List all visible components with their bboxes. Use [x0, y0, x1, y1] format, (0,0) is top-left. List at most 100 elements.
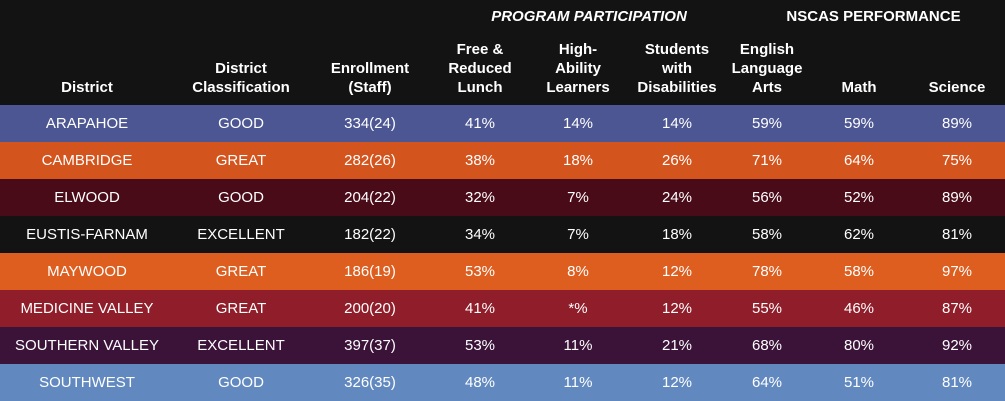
- cell-enrollment: 334(24): [344, 115, 396, 132]
- cell-disabilities: 12%: [661, 374, 693, 391]
- cell-district: ELWOOD: [54, 189, 120, 206]
- cell-enrollment: 182(22): [344, 226, 396, 243]
- cell-science: 87%: [941, 300, 973, 317]
- cell-classification: EXCELLENT: [197, 226, 285, 243]
- table-row: SOUTHERN VALLEY EXCELLENT 397(37) 53% 11% 21%…: [0, 327, 1005, 364]
- cell-free-reduced-lunch: 53%: [464, 263, 496, 280]
- cell-science: 81%: [941, 226, 973, 243]
- nscas-performance-group-header: NSCAS PERFORMANCE: [786, 8, 961, 25]
- cell-high-ability: 11%: [563, 337, 593, 354]
- cell-district: SOUTHERN VALLEY: [15, 337, 159, 354]
- cell-free-reduced-lunch: 41%: [464, 115, 496, 132]
- cell-ela: 78%: [751, 263, 783, 280]
- cell-classification: GOOD: [218, 374, 264, 391]
- column-header-label: District Classification: [192, 60, 290, 96]
- cell-district: MAYWOOD: [47, 263, 127, 280]
- column-header-disabilities: Students with Disabilities: [627, 34, 727, 102]
- cell-ela: 55%: [751, 300, 783, 317]
- cell-science: 92%: [941, 337, 973, 354]
- table-row: CAMBRIDGE GREAT 282(26) 38% 18% 26% 71% 64% 75%: [0, 142, 1005, 179]
- table-row: SOUTHWEST GOOD 326(35) 48% 11% 12% 64% 51% 81%: [0, 364, 1005, 401]
- cell-free-reduced-lunch: 34%: [464, 226, 496, 243]
- table-row: ELWOOD GOOD 204(22) 32% 7% 24% 56% 52% 89%: [0, 179, 1005, 216]
- cell-math: 62%: [843, 226, 875, 243]
- cell-disabilities: 26%: [661, 152, 693, 169]
- cell-science: 75%: [941, 152, 973, 169]
- cell-district: ARAPAHOE: [45, 115, 129, 132]
- table-row: MAYWOOD GREAT 186(19) 53% 8% 12% 78% 58% 97%: [0, 253, 1005, 290]
- column-header-label: Students with Disabilities: [637, 41, 717, 96]
- cell-disabilities: 14%: [661, 115, 693, 132]
- column-header-enrollment: Enrollment (Staff): [318, 34, 423, 102]
- cell-ela: 58%: [751, 226, 783, 243]
- cell-enrollment: 200(20): [344, 300, 396, 317]
- cell-high-ability: 11%: [563, 374, 593, 391]
- cell-district: EUSTIS-FARNAM: [26, 226, 148, 243]
- cell-free-reduced-lunch: 48%: [464, 374, 496, 391]
- column-header-label: English Language Arts: [731, 41, 803, 96]
- cell-classification: GREAT: [215, 152, 267, 169]
- table-row: ARAPAHOE GOOD 334(24) 41% 14% 14% 59% 59% 89%: [0, 105, 1005, 142]
- column-header-label: Math: [841, 79, 877, 96]
- column-header-label: District: [61, 79, 113, 96]
- cell-district: CAMBRIDGE: [41, 152, 133, 169]
- cell-disabilities: 21%: [661, 337, 693, 354]
- cell-ela: 68%: [751, 337, 783, 354]
- cell-enrollment: 186(19): [344, 263, 396, 280]
- cell-enrollment: 204(22): [344, 189, 396, 206]
- cell-enrollment: 282(26): [344, 152, 396, 169]
- cell-classification: EXCELLENT: [197, 337, 285, 354]
- cell-classification: GREAT: [215, 300, 267, 317]
- cell-district: SOUTHWEST: [39, 374, 135, 391]
- cell-disabilities: 12%: [661, 300, 693, 317]
- cell-ela: 59%: [751, 115, 783, 132]
- cell-disabilities: 24%: [661, 189, 693, 206]
- cell-math: 58%: [843, 263, 875, 280]
- cell-science: 81%: [941, 374, 973, 391]
- cell-science: 97%: [941, 263, 973, 280]
- cell-high-ability: *%: [568, 300, 588, 317]
- cell-ela: 56%: [751, 189, 783, 206]
- program-participation-group-header: PROGRAM PARTICIPATION: [491, 8, 687, 25]
- cell-disabilities: 12%: [661, 263, 693, 280]
- table-row: MEDICINE VALLEY GREAT 200(20) 41% *% 12% 55% 46…: [0, 290, 1005, 327]
- cell-classification: GOOD: [218, 189, 264, 206]
- column-header-label: Enrollment (Staff): [330, 60, 410, 96]
- cell-district: MEDICINE VALLEY: [20, 300, 154, 317]
- cell-enrollment: 326(35): [344, 374, 396, 391]
- column-header-high-ability: High- Ability Learners: [531, 34, 626, 102]
- cell-math: 80%: [843, 337, 875, 354]
- column-header-ela: English Language Arts: [722, 34, 812, 102]
- cell-classification: GREAT: [215, 263, 267, 280]
- cell-math: 64%: [843, 152, 875, 169]
- cell-ela: 64%: [751, 374, 783, 391]
- cell-math: 51%: [843, 374, 875, 391]
- column-header-label: High- Ability Learners: [546, 41, 610, 96]
- column-header-science: Science: [910, 34, 1005, 102]
- column-header-free-reduced-lunch: Free & Reduced Lunch: [430, 34, 530, 102]
- cell-high-ability: 18%: [562, 152, 594, 169]
- cell-ela: 71%: [751, 152, 783, 169]
- column-header-district: District: [2, 34, 172, 102]
- cell-enrollment: 397(37): [344, 337, 396, 354]
- cell-free-reduced-lunch: 41%: [464, 300, 496, 317]
- cell-math: 59%: [843, 115, 875, 132]
- cell-high-ability: 14%: [562, 115, 594, 132]
- cell-math: 52%: [843, 189, 875, 206]
- cell-free-reduced-lunch: 53%: [464, 337, 496, 354]
- cell-free-reduced-lunch: 32%: [464, 189, 496, 206]
- cell-classification: GOOD: [218, 115, 264, 132]
- cell-science: 89%: [941, 189, 973, 206]
- column-header-math: Math: [814, 34, 904, 102]
- cell-high-ability: 7%: [567, 189, 589, 206]
- cell-disabilities: 18%: [661, 226, 693, 243]
- cell-high-ability: 7%: [567, 226, 589, 243]
- column-header-label: Science: [928, 79, 986, 96]
- column-header-classification: District Classification: [174, 34, 309, 102]
- cell-math: 46%: [843, 300, 875, 317]
- cell-high-ability: 8%: [567, 263, 589, 280]
- column-header-label: Free & Reduced Lunch: [448, 41, 512, 96]
- table-row: EUSTIS-FARNAM EXCELLENT 182(22) 34% 7% 18% 58%…: [0, 216, 1005, 253]
- cell-free-reduced-lunch: 38%: [464, 152, 496, 169]
